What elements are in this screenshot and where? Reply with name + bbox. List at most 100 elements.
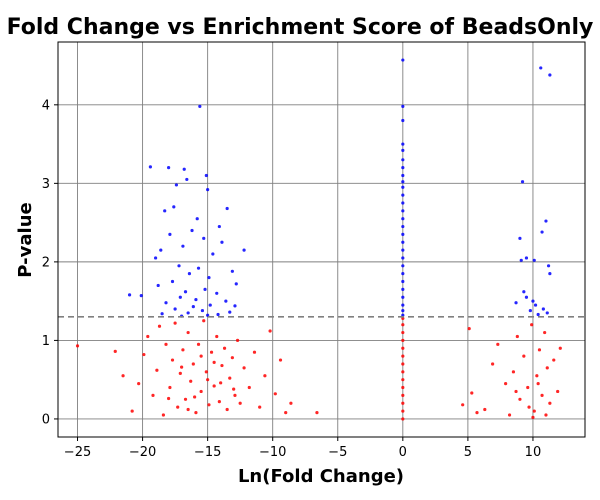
data-point — [401, 401, 405, 405]
data-point — [401, 217, 405, 221]
data-point — [168, 232, 172, 236]
data-point — [401, 158, 405, 162]
data-point — [206, 378, 210, 382]
data-point — [545, 366, 549, 370]
x-tick-label: 5 — [464, 445, 472, 460]
x-tick-label: −25 — [64, 445, 91, 460]
data-point — [225, 206, 229, 211]
data-point — [127, 293, 132, 297]
data-point — [185, 177, 189, 182]
data-point — [496, 342, 500, 346]
data-point — [263, 374, 267, 378]
data-point — [235, 338, 240, 343]
data-point — [545, 311, 549, 315]
data-point — [204, 370, 208, 374]
data-point — [546, 264, 551, 268]
data-point — [187, 272, 192, 276]
data-point — [176, 405, 180, 409]
data-point — [467, 327, 471, 331]
data-point — [401, 303, 405, 307]
x-tick-label: 0 — [399, 445, 407, 460]
data-point — [401, 279, 405, 284]
y-tick-label: 0 — [42, 412, 50, 427]
data-point — [247, 385, 251, 390]
data-point — [233, 393, 237, 397]
data-point — [186, 407, 190, 412]
data-point — [220, 363, 224, 368]
data-point — [164, 301, 168, 305]
x-tick-label: −5 — [328, 445, 347, 460]
data-point — [164, 342, 168, 346]
data-point — [401, 385, 405, 390]
data-point — [186, 311, 190, 315]
data-point — [401, 58, 405, 62]
data-point — [181, 348, 185, 352]
data-point — [514, 389, 518, 394]
data-point — [230, 269, 234, 273]
data-point — [548, 272, 552, 276]
data-point — [238, 401, 242, 405]
data-point — [401, 104, 405, 108]
data-point — [526, 385, 530, 390]
data-point — [258, 405, 262, 409]
axis-ticks: −25 −20 −15 −10 −5 0 5 10 0 1 2 3 4 — [42, 98, 542, 460]
data-point — [183, 290, 188, 294]
data-point — [401, 287, 405, 291]
data-point — [232, 387, 236, 391]
data-point — [401, 224, 405, 229]
x-tick-label: 10 — [525, 445, 542, 460]
data-point — [548, 73, 552, 77]
data-point — [191, 362, 195, 366]
data-point — [401, 370, 405, 374]
data-point — [544, 219, 548, 223]
data-point — [160, 312, 164, 316]
y-tick-label: 4 — [42, 98, 50, 113]
data-point — [533, 303, 538, 307]
data-point — [401, 256, 405, 260]
data-point — [173, 307, 177, 311]
data-point — [544, 413, 548, 417]
data-point — [142, 352, 146, 357]
data-point — [178, 371, 182, 375]
data-point — [401, 338, 405, 343]
data-point — [121, 374, 125, 378]
data-point — [514, 301, 518, 305]
data-point — [212, 360, 216, 364]
data-point — [199, 354, 203, 358]
data-point — [540, 393, 544, 397]
data-point — [212, 384, 216, 388]
data-point — [556, 389, 560, 394]
data-point — [194, 411, 198, 415]
data-point — [524, 256, 529, 260]
plot-area-frame — [57, 41, 586, 438]
data-point — [191, 305, 195, 309]
data-point — [552, 358, 556, 362]
data-point — [284, 411, 288, 415]
data-point — [170, 279, 175, 284]
data-point — [278, 358, 283, 362]
data-point — [182, 167, 186, 171]
data-point — [157, 324, 162, 328]
data-point — [178, 295, 182, 299]
data-point — [515, 334, 519, 339]
data-point — [401, 346, 405, 350]
data-point — [401, 240, 405, 244]
data-point — [168, 385, 172, 390]
data-point — [401, 330, 405, 335]
data-point — [470, 391, 474, 395]
data-point — [225, 407, 229, 412]
data-point — [200, 308, 205, 313]
data-point — [130, 409, 134, 413]
data-point — [189, 379, 193, 383]
data-point — [228, 376, 232, 380]
data-point — [230, 356, 234, 360]
data-point — [220, 240, 224, 244]
chart-title: Fold Change vs Enrichment Score of Beads… — [7, 15, 594, 40]
x-tick-label: −20 — [129, 445, 156, 460]
data-point — [268, 329, 272, 333]
data-point — [139, 294, 143, 298]
data-point — [401, 142, 405, 146]
data-point — [540, 230, 544, 234]
data-point — [504, 382, 508, 386]
